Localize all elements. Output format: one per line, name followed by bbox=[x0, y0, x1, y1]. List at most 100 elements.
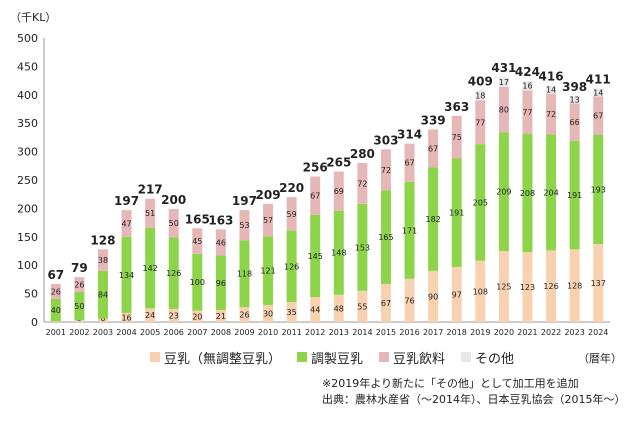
bar-total-label: 163 bbox=[208, 213, 233, 227]
bar-segment bbox=[263, 236, 274, 305]
segment-value-label: 47 bbox=[121, 219, 131, 228]
bar-segment bbox=[451, 158, 462, 267]
x-tick-label: 2023 bbox=[564, 328, 584, 337]
bar-segment bbox=[215, 229, 226, 256]
bar-segment bbox=[192, 228, 203, 254]
segment-value-label: 67 bbox=[593, 112, 603, 121]
legend-swatch-plain-soymilk bbox=[150, 352, 160, 362]
bar-total-label: 165 bbox=[185, 212, 210, 226]
bar-segment bbox=[168, 237, 179, 309]
bar-segment bbox=[498, 132, 509, 251]
legend-item-plain-soymilk: 豆乳（無調整豆乳） bbox=[150, 348, 281, 367]
segment-value-label: 20 bbox=[192, 312, 202, 321]
x-tick-label: 2009 bbox=[234, 328, 254, 337]
bar-segment bbox=[215, 310, 226, 322]
y-axis-unit: （千KL） bbox=[10, 11, 57, 24]
segment-value-label: 108 bbox=[473, 287, 488, 296]
segment-value-label: 77 bbox=[522, 108, 532, 117]
x-tick-label: 2003 bbox=[93, 328, 113, 337]
segment-value-label: 26 bbox=[239, 311, 249, 320]
segment-value-label: 118 bbox=[237, 270, 252, 279]
bar-total-label: 217 bbox=[138, 183, 163, 197]
y-tick-label: 200 bbox=[17, 202, 38, 215]
note-line-2: 出典：農林水産省（～2014年）、日本豆乳協会（2015年～） bbox=[322, 393, 626, 406]
bar-total-label: 79 bbox=[71, 261, 88, 275]
bar-segment bbox=[428, 270, 439, 322]
segment-value-label: 67 bbox=[428, 144, 438, 153]
x-tick-label: 2007 bbox=[187, 328, 207, 337]
bar-segment bbox=[404, 143, 415, 182]
segment-value-label: 128 bbox=[567, 282, 582, 291]
bar-segment bbox=[546, 93, 557, 135]
bar-segment bbox=[97, 249, 108, 271]
legend-label-adjusted-soymilk: 調製豆乳 bbox=[311, 351, 364, 367]
bar-segment bbox=[569, 95, 580, 104]
bar-segment bbox=[74, 320, 85, 322]
segment-value-label: 24 bbox=[145, 311, 155, 320]
bar-total-label: 209 bbox=[256, 188, 281, 202]
segment-value-label: 14 bbox=[546, 86, 556, 95]
bar-segment bbox=[380, 149, 391, 191]
bar-segment bbox=[145, 227, 156, 309]
bar-total-label: 200 bbox=[161, 193, 186, 207]
segment-value-label: 76 bbox=[404, 296, 414, 305]
x-axis-unit: （暦年） bbox=[578, 352, 622, 365]
segment-value-label: 18 bbox=[475, 91, 485, 100]
bar-segment bbox=[263, 203, 274, 237]
segment-value-label: 55 bbox=[357, 302, 367, 311]
x-tick-label: 2012 bbox=[305, 328, 325, 337]
bar-segment bbox=[475, 90, 486, 101]
segment-value-label: 90 bbox=[428, 292, 438, 301]
x-tick-label: 2005 bbox=[140, 328, 160, 337]
bar-total-label: 431 bbox=[491, 61, 516, 75]
segment-value-label: 100 bbox=[190, 278, 205, 287]
segment-value-label: 17 bbox=[499, 78, 509, 87]
bar-segment bbox=[192, 310, 203, 322]
x-tick-label: 2014 bbox=[352, 328, 372, 337]
segment-value-label: 16 bbox=[522, 82, 532, 91]
bar-total-label: 220 bbox=[279, 181, 304, 195]
x-tick-label: 2013 bbox=[329, 328, 349, 337]
bar-segment bbox=[310, 176, 321, 215]
bar-total-label: 411 bbox=[586, 73, 611, 87]
bar-segment bbox=[475, 144, 486, 261]
legend-item-other: その他 bbox=[461, 348, 514, 367]
bar-segment bbox=[121, 312, 132, 322]
bar-segment bbox=[357, 203, 368, 291]
bar-segment bbox=[593, 244, 604, 322]
segment-value-label: 59 bbox=[287, 210, 297, 219]
y-tick-label: 150 bbox=[17, 231, 38, 244]
bar-segment bbox=[498, 251, 509, 322]
bar-segment bbox=[522, 81, 533, 91]
bar-segment bbox=[239, 240, 250, 308]
segment-value-label: 126 bbox=[166, 269, 181, 278]
x-tick-label: 2017 bbox=[423, 328, 443, 337]
bar-segment bbox=[475, 260, 486, 322]
segment-value-label: 57 bbox=[263, 216, 273, 225]
x-tick-label: 2020 bbox=[494, 328, 514, 337]
bar-total-label: 128 bbox=[90, 233, 115, 247]
segment-value-label: 126 bbox=[543, 282, 558, 291]
segment-value-label: 142 bbox=[142, 264, 157, 273]
segment-value-label: 208 bbox=[520, 189, 535, 198]
segment-value-label: 21 bbox=[216, 312, 226, 321]
segment-value-label: 204 bbox=[543, 188, 558, 197]
x-tick-label: 2015 bbox=[376, 328, 396, 337]
y-tick-label: 450 bbox=[17, 60, 38, 73]
segment-value-label: 26 bbox=[51, 287, 61, 296]
segment-value-label: 191 bbox=[567, 191, 582, 200]
bar-total-label: 197 bbox=[232, 194, 257, 208]
legend-item-soymilk-drink: 豆乳飲料 bbox=[379, 348, 445, 367]
segment-value-label: 50 bbox=[169, 219, 179, 228]
legend-swatch-soymilk-drink bbox=[379, 352, 390, 362]
legend-item-adjusted-soymilk: 調製豆乳 bbox=[297, 348, 363, 367]
bar-total-label: 314 bbox=[397, 128, 422, 142]
y-tick-label: 400 bbox=[17, 89, 38, 102]
segment-value-label: 72 bbox=[357, 179, 367, 188]
bar-total-label: 398 bbox=[562, 80, 587, 94]
x-tick-label: 2024 bbox=[588, 328, 608, 337]
y-tick-label: 100 bbox=[17, 259, 38, 272]
bar-segment bbox=[286, 197, 297, 231]
bar-segment bbox=[357, 162, 368, 204]
segment-value-label: 13 bbox=[570, 96, 580, 105]
